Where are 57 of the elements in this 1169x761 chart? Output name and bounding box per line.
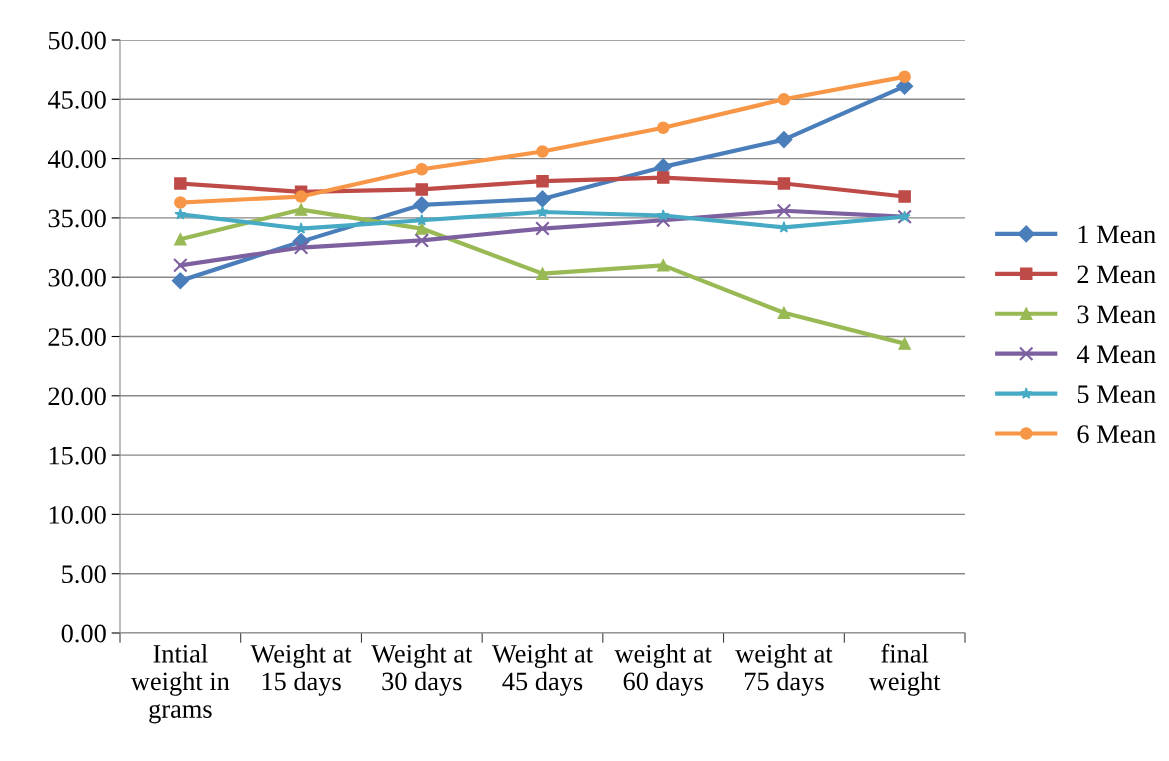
point	[898, 70, 911, 84]
legend-label: 1 Mean	[1078, 225, 1156, 244]
point	[415, 214, 428, 226]
point	[777, 93, 791, 106]
point	[777, 306, 791, 320]
point	[174, 208, 187, 220]
x-tick-label: weight at 75 days	[735, 644, 833, 696]
y-tick-label: 40.00	[47, 150, 106, 169]
point	[415, 183, 429, 196]
point	[776, 203, 792, 219]
point	[898, 190, 911, 203]
x-tick-label: final weight	[868, 643, 941, 696]
point	[533, 190, 552, 208]
point	[657, 209, 670, 221]
point	[535, 221, 550, 236]
point	[536, 267, 549, 280]
y-tick-label: 35.00	[48, 209, 106, 228]
x-tick-label: Weight at 30 days	[371, 644, 473, 696]
point	[174, 196, 187, 209]
point	[413, 196, 431, 214]
y-tick-label: 45.00	[47, 90, 106, 109]
legend-label: 6 Mean	[1077, 425, 1156, 443]
point	[174, 177, 187, 190]
point	[415, 222, 429, 235]
y-tick-label: 20.00	[48, 387, 106, 406]
point	[536, 205, 549, 218]
x-tick-label: weight at 60 days	[614, 644, 712, 696]
point	[656, 121, 670, 135]
point	[173, 258, 188, 273]
point	[293, 240, 309, 255]
legend-label: 4 Mean	[1076, 345, 1156, 364]
point	[415, 163, 429, 176]
point	[414, 233, 430, 248]
y-tick-label: 0.00	[61, 624, 106, 643]
point	[294, 203, 308, 216]
point	[777, 177, 791, 190]
x-tick-label: Intial weight in grams	[130, 644, 230, 724]
point	[536, 174, 549, 188]
y-tick-label: 30.00	[48, 268, 106, 287]
legend-label: 5 Mean	[1077, 385, 1156, 404]
point	[294, 190, 308, 203]
legend-label: 3 Mean	[1077, 305, 1156, 324]
point	[656, 259, 670, 272]
y-tick-label: 5.00	[62, 565, 106, 584]
point	[898, 337, 911, 350]
x-tick-label: Weight at 45 days	[491, 644, 593, 696]
point	[171, 272, 189, 290]
legend-label: 2 Mean	[1077, 265, 1156, 284]
y-tick-label: 50.00	[48, 31, 106, 50]
point	[174, 232, 187, 246]
y-tick-label: 25.00	[48, 328, 106, 347]
point	[536, 145, 549, 158]
point	[656, 171, 670, 184]
y-tick-label: 15.00	[49, 446, 106, 465]
point	[775, 131, 793, 149]
x-tick-label: Weight at 15 days	[250, 644, 352, 696]
y-tick-label: 10.00	[49, 506, 106, 524]
